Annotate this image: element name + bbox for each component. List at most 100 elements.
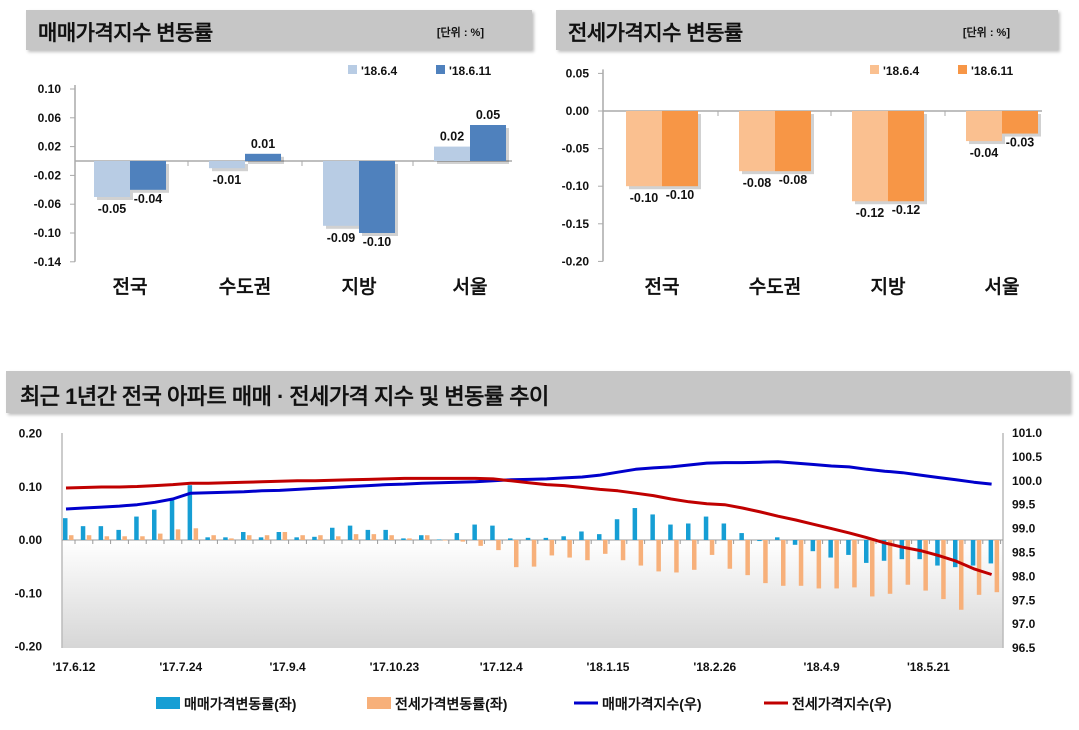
sale-y-tick-label: -0.02: [34, 168, 62, 182]
jeonse-rate-bar: [211, 535, 216, 540]
jeonse-legend-swatch: [958, 65, 967, 74]
jeonse-rate-bar: [353, 534, 359, 540]
sale-data-label: -0.09: [327, 231, 356, 245]
sale-bar-prev: [323, 161, 359, 226]
jeonse-y-tick-label: 0.00: [566, 104, 590, 118]
trend-x-tick-label: '17.9.4: [269, 660, 306, 674]
sale-y-tick-label: -0.10: [34, 226, 62, 240]
sale-rate-bar: [864, 540, 869, 563]
trend-title: 최근 1년간 전국 아파트 매매 · 전세가격 지수 및 변동률 추이: [20, 384, 549, 409]
sale-bar-curr: [130, 161, 166, 190]
jeonse-rate-bar: [887, 540, 893, 594]
trend-right-tick-label: 101.0: [1012, 426, 1042, 440]
sale-data-label: 0.01: [251, 137, 275, 151]
sale-category-label: 수도권: [219, 276, 271, 298]
sale-rate-bar: [436, 539, 442, 540]
sale-rate-bar: [454, 533, 460, 540]
jeonse-rate-title: 전세가격지수 변동률: [568, 22, 743, 45]
sale-data-label: -0.10: [363, 235, 392, 249]
jeonse-rate-bar: [425, 535, 430, 540]
trend-right-tick-label: 98.0: [1012, 569, 1036, 583]
jeonse-rate-bar: [496, 540, 501, 551]
jeonse-rate-bar: [460, 540, 466, 542]
jeonse-rate-bar: [727, 540, 733, 569]
sale-rate-bar: [383, 529, 388, 540]
jeonse-category-label: 전국: [645, 276, 680, 298]
trend-title-bar: 최근 1년간 전국 아파트 매매 · 전세가격 지수 및 변동률 추이: [6, 371, 1070, 413]
trend-x-tick-label: '17.10.23: [370, 660, 420, 674]
sale-rate-bar: [810, 540, 816, 552]
jeonse-rate-bar: [69, 535, 74, 540]
trend-right-tick-label: 99.5: [1012, 498, 1036, 512]
jeonse-data-label: -0.10: [666, 188, 695, 202]
sale-data-label: -0.05: [98, 202, 127, 216]
sale-bar-prev: [94, 161, 130, 197]
sale-rate-bar: [134, 516, 139, 540]
sale-rate-bar: [294, 537, 299, 540]
jeonse-index-line: [65, 476, 993, 576]
sale-rate-bar: [401, 538, 406, 540]
sale-data-label: -0.01: [213, 173, 242, 187]
jeonse-rate-bar: [442, 540, 448, 541]
sale-category-label: 지방: [342, 276, 377, 298]
trend-legend-swatch: [367, 697, 391, 709]
sale-rate-bar: [970, 540, 976, 566]
jeonse-rate-bar: [193, 528, 199, 540]
sale-rate-title: 매매가격지수 변동률: [38, 22, 213, 45]
trend-x-tick-label: '17.7.24: [159, 660, 202, 674]
sale-bar-prev: [209, 161, 245, 169]
trend-legend-swatch: [156, 697, 180, 709]
sale-index-line: [65, 460, 992, 511]
trend-x-tick-label: '17.12.4: [480, 660, 523, 674]
jeonse-rate-bar: [959, 540, 964, 610]
jeonse-rate-bar: [834, 540, 839, 589]
jeonse-data-label: -0.12: [892, 203, 921, 217]
trend-legend-label: 매매가격변동률(좌): [184, 696, 296, 712]
jeonse-rate-bar: [318, 535, 323, 540]
sale-rate-bar: [508, 538, 513, 540]
trend-x-tick-label: '18.5.21: [907, 660, 950, 674]
sale-rate-bar: [846, 540, 851, 555]
jeonse-rate-bar: [175, 529, 181, 540]
jeonse-rate-bar: [86, 535, 92, 540]
sale-y-tick-label: -0.06: [34, 197, 62, 211]
jeonse-rate-bar: [976, 540, 982, 595]
jeonse-rate-bar: [264, 535, 270, 540]
jeonse-data-label: -0.08: [779, 173, 808, 187]
trend-x-tick-label: '17.6.12: [53, 660, 96, 674]
sale-rate-bar: [899, 540, 905, 560]
jeonse-rate-bar: [816, 540, 822, 589]
jeonse-rate-bar: [531, 540, 537, 567]
sale-rate-bar: [668, 524, 673, 540]
jeonse-rate-bar: [282, 532, 288, 540]
sale-rate-bar: [116, 529, 121, 540]
jeonse-y-tick-label: 0.05: [566, 66, 590, 80]
jeonse-rate-bar: [336, 536, 341, 540]
jeonse-rate-bar: [852, 540, 857, 588]
trend-legend-label: 전세가격변동률(좌): [395, 696, 507, 712]
trend-left-tick-label: -0.20: [15, 640, 43, 654]
sale-rate-bar: [686, 523, 691, 540]
sale-rate-bar: [169, 498, 175, 540]
jeonse-rate-bar: [229, 538, 234, 540]
jeonse-rate-bar: [656, 540, 661, 572]
jeonse-rate-bar: [514, 540, 519, 568]
trend-right-tick-label: 97.5: [1012, 593, 1036, 607]
sale-legend-swatch: [348, 65, 357, 74]
jeonse-y-tick-label: -0.15: [562, 217, 590, 231]
sale-rate-bar: [223, 537, 228, 540]
sale-rate-bar: [828, 540, 833, 558]
sale-rate-title-bar: 매매가격지수 변동률 [단위 : %]: [26, 10, 532, 50]
sale-rate-bar: [543, 537, 549, 540]
sale-rate-bar: [650, 514, 655, 540]
jeonse-rate-bar: [389, 535, 394, 540]
jeonse-rate-title-bar: 전세가격지수 변동률 [단위 : %]: [556, 10, 1058, 50]
jeonse-rate-bar: [104, 536, 110, 540]
jeonse-y-tick-label: -0.10: [562, 179, 590, 193]
sale-rate-bar: [632, 508, 638, 540]
sale-rate-bar: [472, 524, 477, 540]
sale-bar-curr: [359, 161, 395, 233]
jeonse-rate-bar: [603, 540, 608, 554]
jeonse-legend-label: '18.6.11: [971, 64, 1014, 78]
jeonse-rate-bar: [620, 540, 626, 561]
